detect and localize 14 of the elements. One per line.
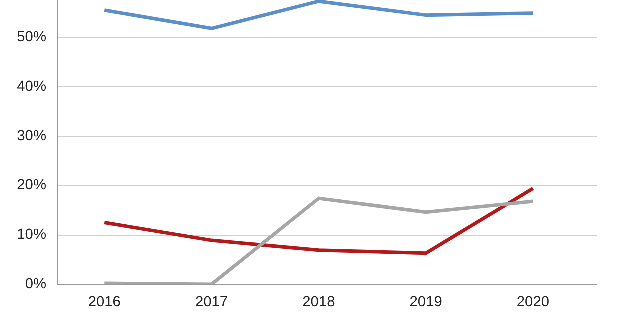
line-series (102, 0, 535, 30)
x-tick-label: 2018 (302, 294, 336, 310)
y-tick-label: 50% (17, 30, 47, 46)
y-tick-label: 20% (17, 178, 47, 194)
x-tick-label: 2017 (195, 294, 228, 310)
x-tick-label: 2020 (516, 294, 550, 310)
y-tick-label: 40% (17, 78, 47, 95)
line-series (102, 196, 535, 284)
x-tick-label: 2016 (88, 294, 121, 310)
line-series (102, 186, 535, 256)
y-tick-label: 0% (25, 276, 47, 292)
y-tick-label: 10% (17, 227, 47, 244)
y-tick-label: 30% (17, 128, 47, 144)
x-tick-label: 2019 (410, 294, 442, 310)
